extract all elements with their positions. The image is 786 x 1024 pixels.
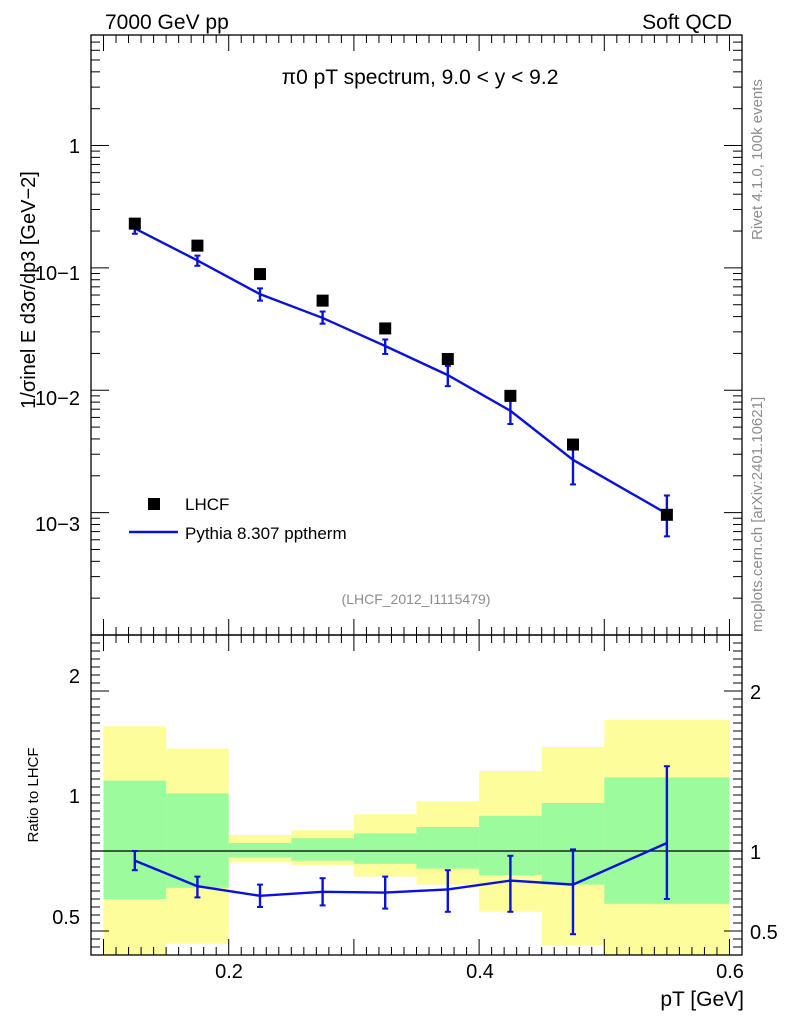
main-y-tick-label-1: 1 <box>69 136 80 158</box>
legend-marker-lhcf <box>148 498 160 510</box>
mcplots-source-label: mcplots.cern.ch [arXiv:2401.10621] <box>749 397 766 632</box>
main-panel: π0 pT spectrum, 9.0 < y < 9.2 1 10−1 10−… <box>18 34 743 636</box>
main-y-tick-label-0.001: 10−3 <box>35 514 80 536</box>
ratio-band-inner <box>103 780 167 899</box>
ratio-band-inner <box>166 793 229 888</box>
legend: LHCF Pythia 8.307 pptherm <box>129 495 347 543</box>
main-y-tick-label-0.1: 10−1 <box>35 263 80 285</box>
data-point-lhcf <box>379 322 392 335</box>
x-tick-label-0.6: 0.6 <box>716 961 744 983</box>
ratio-band-inner <box>228 843 292 858</box>
ratio-y-tick-label-1-left: 1 <box>69 786 80 808</box>
main-y-tick-label-0.01: 10−2 <box>35 388 80 410</box>
rivet-version-label: Rivet 4.1.0, 100k events <box>749 79 766 240</box>
data-point-lhcf <box>566 438 579 451</box>
ratio-y-tick-label-2-left: 2 <box>69 666 80 688</box>
analysis-id-annotation: (LHCF_2012_I1115479) <box>342 591 491 607</box>
ratio-y-tick-label-0.5-left: 0.5 <box>52 907 80 929</box>
ratio-y-ticks: 0.5 1 2 <box>91 642 778 948</box>
ratio-x-ticks <box>103 635 730 955</box>
main-title: π0 pT spectrum, 9.0 < y < 9.2 <box>282 66 559 89</box>
data-point-lhcf <box>660 508 673 521</box>
main-y-axis-label: 1/σinel E d3σ/dp3 [GeV−2] <box>18 171 40 409</box>
x-tick-label-0.4: 0.4 <box>466 961 494 983</box>
main-plot-area <box>128 217 673 538</box>
ratio-plot-area <box>91 719 742 955</box>
header-left-label: 7000 GeV pp <box>105 11 229 34</box>
ratio-band-inner <box>416 827 480 869</box>
data-point-lhcf <box>441 353 454 366</box>
main-frame <box>90 34 743 636</box>
legend-label-pythia: Pythia 8.307 pptherm <box>185 524 347 543</box>
ratio-band-inner <box>291 838 354 861</box>
ratio-y-tick-label-right: 2 <box>750 682 761 704</box>
x-axis-label: pT [GeV] <box>660 988 744 1011</box>
main-x-ticks <box>103 35 730 635</box>
data-point-lhcf <box>316 294 329 307</box>
ratio-panel: 0.512 2 1 0.5 Ratio to LHCF 0.2 0.4 0.6 … <box>25 634 778 1011</box>
ratio-y-tick-label-right: 0.5 <box>750 922 778 944</box>
legend-label-lhcf: LHCF <box>185 495 229 514</box>
main-y-ticks <box>91 34 742 636</box>
mc-line-pythia <box>134 227 668 515</box>
data-point-lhcf <box>191 239 204 252</box>
ratio-band-inner <box>353 833 417 864</box>
data-point-lhcf <box>128 217 141 230</box>
header-right-label: Soft QCD <box>642 11 732 34</box>
x-tick-label-0.2: 0.2 <box>215 961 243 983</box>
data-point-lhcf <box>504 389 517 402</box>
data-point-lhcf <box>254 268 267 281</box>
ratio-y-axis-label: Ratio to LHCF <box>25 747 42 842</box>
ratio-y-tick-label-right: 1 <box>750 842 761 864</box>
